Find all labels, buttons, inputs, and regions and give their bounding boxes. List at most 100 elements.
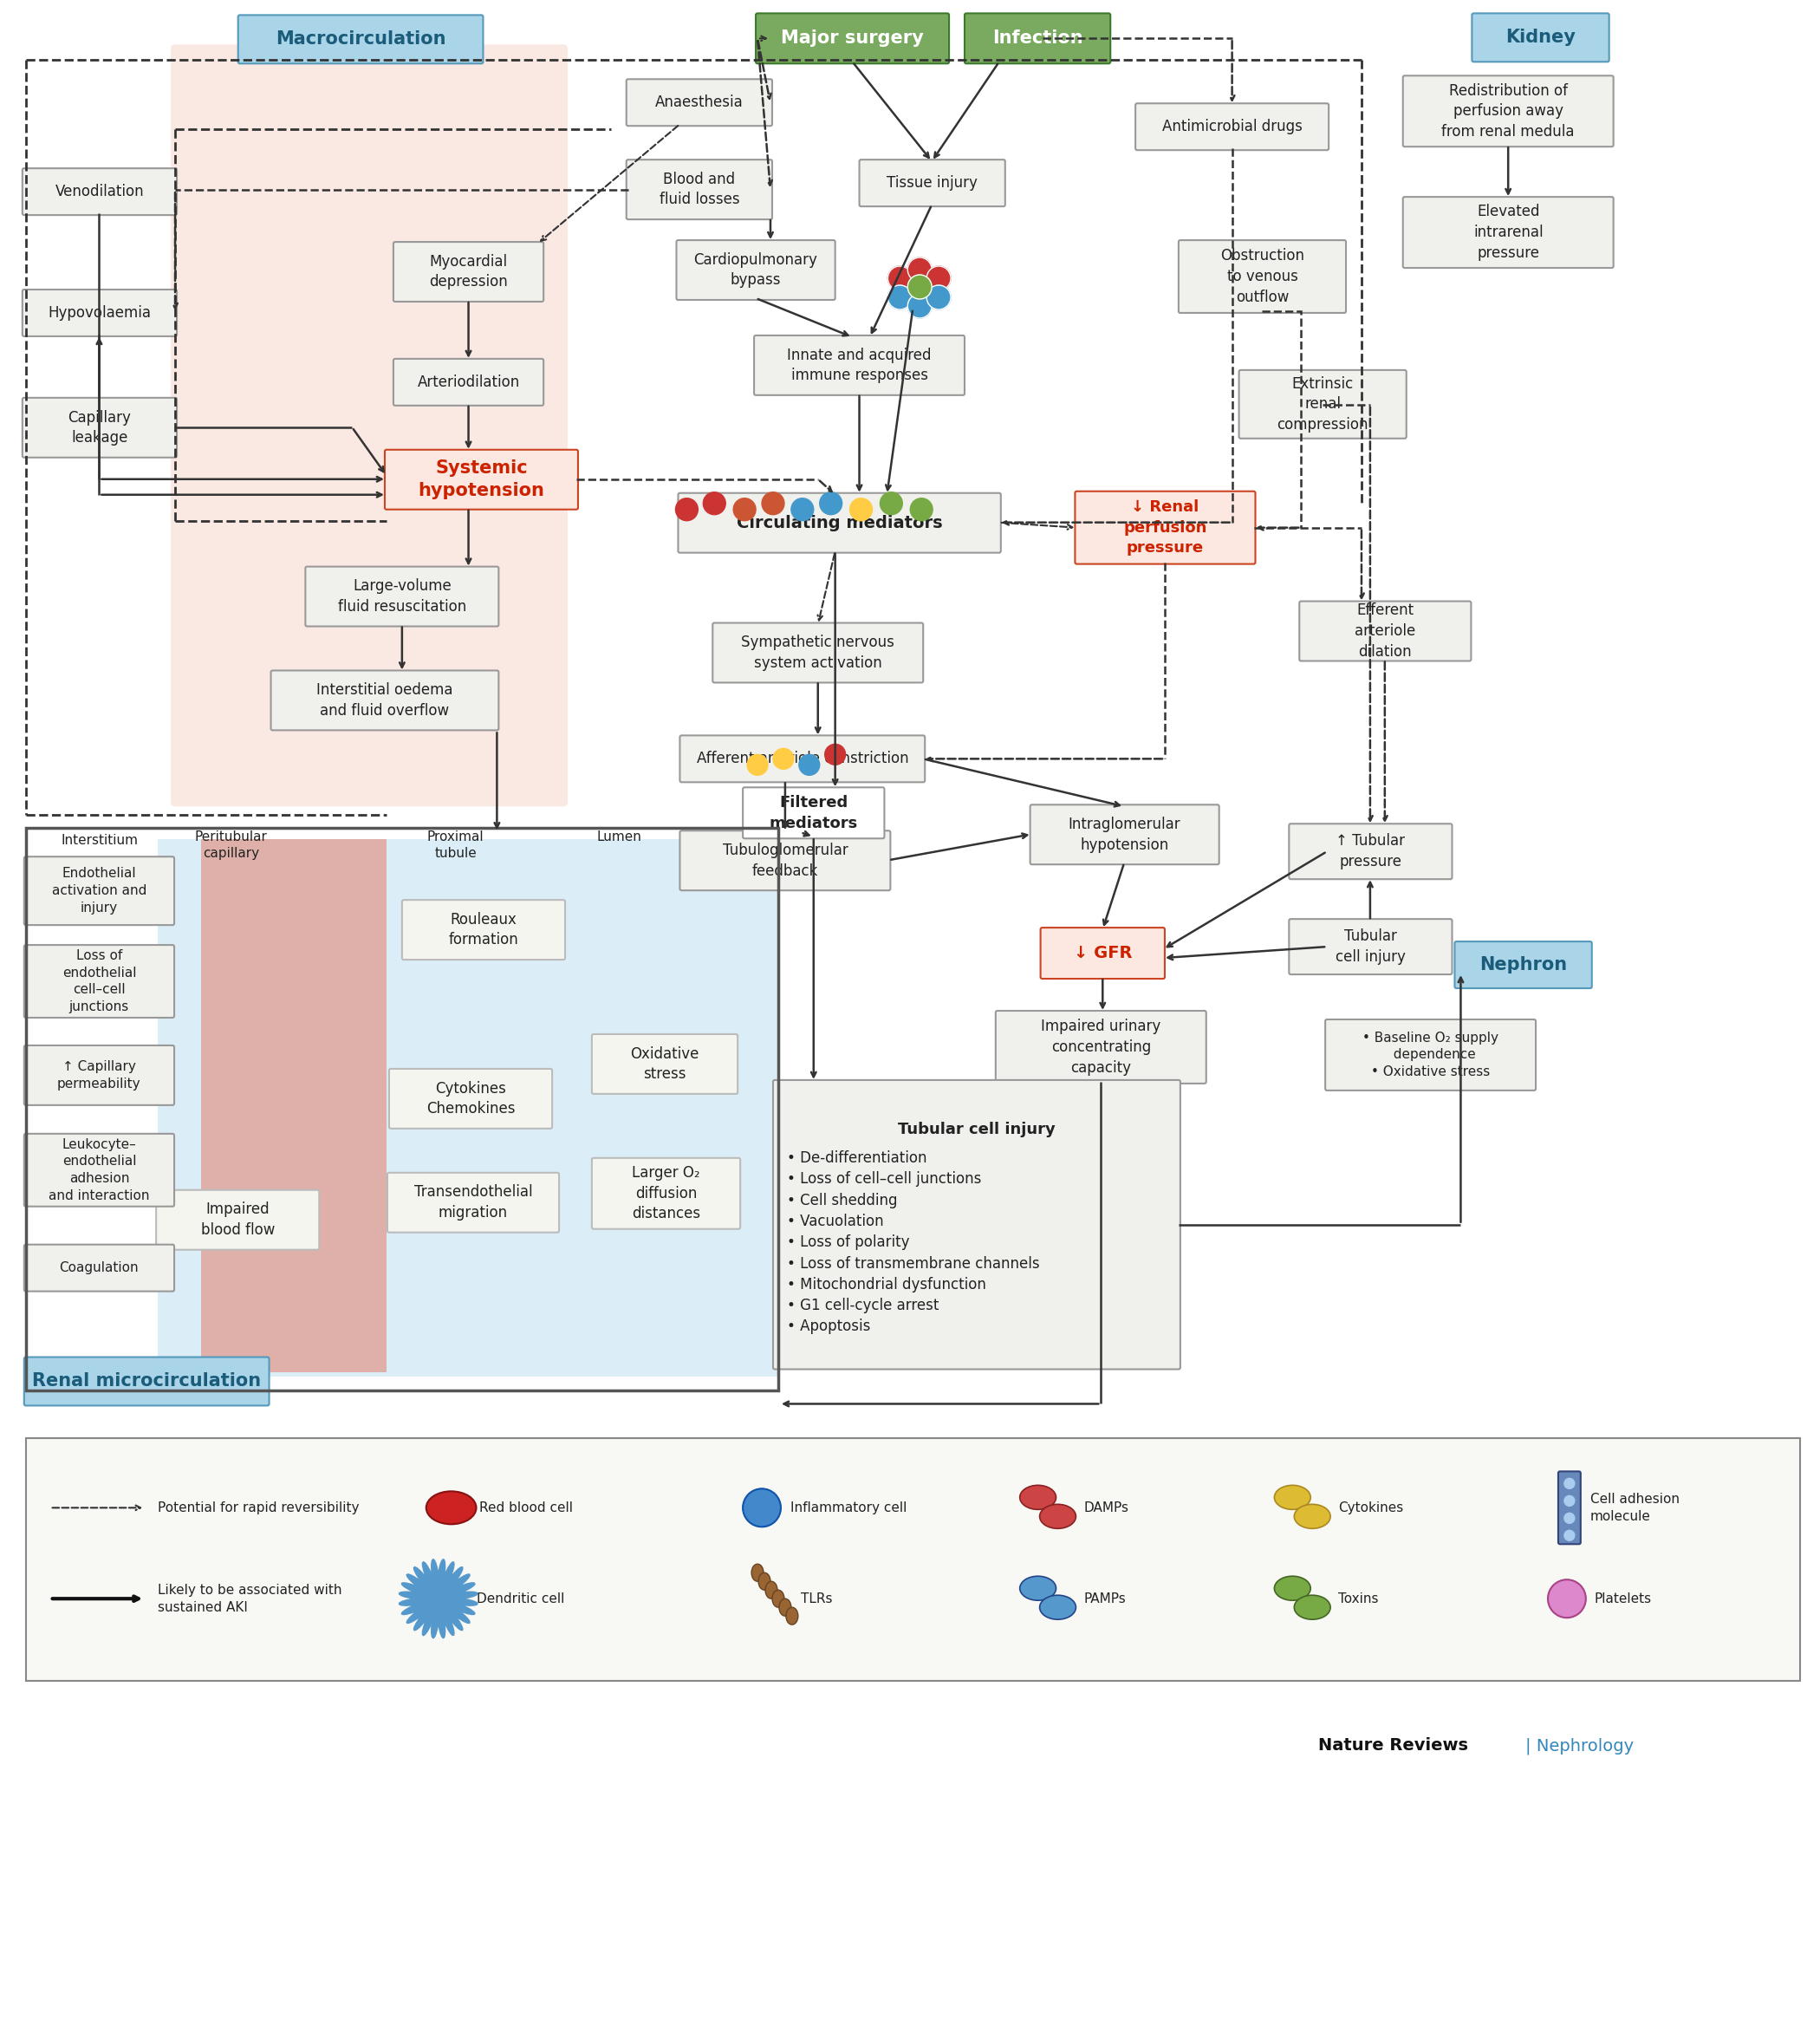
FancyBboxPatch shape [238,14,482,63]
Circle shape [926,286,950,310]
FancyBboxPatch shape [389,1069,551,1128]
Circle shape [743,1488,781,1527]
Circle shape [908,294,932,318]
Circle shape [799,755,819,776]
FancyBboxPatch shape [1289,919,1452,974]
Text: Kidney: Kidney [1505,28,1576,47]
Circle shape [703,492,726,514]
FancyBboxPatch shape [1289,824,1452,879]
Ellipse shape [772,1590,784,1608]
FancyBboxPatch shape [677,241,835,300]
FancyBboxPatch shape [1076,492,1256,565]
FancyBboxPatch shape [965,14,1110,63]
Ellipse shape [1019,1484,1056,1509]
FancyBboxPatch shape [306,567,499,626]
FancyBboxPatch shape [24,1045,175,1106]
FancyBboxPatch shape [1136,103,1329,150]
Text: Circulating mediators: Circulating mediators [737,514,943,531]
FancyBboxPatch shape [592,1035,737,1094]
FancyBboxPatch shape [1558,1472,1580,1545]
FancyBboxPatch shape [1030,804,1219,865]
Circle shape [824,743,846,765]
FancyBboxPatch shape [681,735,925,782]
Text: Interstitium: Interstitium [62,834,138,846]
Circle shape [763,492,784,514]
Text: ↑ Capillary
permeability: ↑ Capillary permeability [56,1061,140,1089]
FancyBboxPatch shape [1239,371,1407,439]
Text: Nephron: Nephron [1480,956,1567,974]
Ellipse shape [1294,1596,1330,1620]
Text: Transendothelial
migration: Transendothelial migration [413,1185,533,1221]
FancyBboxPatch shape [393,241,544,302]
FancyBboxPatch shape [271,670,499,731]
Text: Systemic
hypotension: Systemic hypotension [419,460,544,500]
Text: Dendritic cell: Dendritic cell [477,1592,564,1606]
FancyBboxPatch shape [1403,196,1614,267]
Ellipse shape [1039,1596,1076,1620]
FancyBboxPatch shape [24,1245,175,1292]
Text: Potential for rapid reversibility: Potential for rapid reversibility [158,1501,359,1515]
Circle shape [926,265,950,290]
Circle shape [675,498,699,520]
FancyBboxPatch shape [626,79,772,126]
Ellipse shape [1274,1484,1310,1509]
Circle shape [908,275,932,300]
Text: PAMPs: PAMPs [1083,1592,1127,1606]
Text: Tubuloglomerular
feedback: Tubuloglomerular feedback [723,842,848,879]
FancyBboxPatch shape [1454,942,1592,988]
Circle shape [908,257,932,281]
Text: Cell adhesion
molecule: Cell adhesion molecule [1591,1492,1680,1523]
Text: Blood and
fluid losses: Blood and fluid losses [659,172,739,207]
Text: Obstruction
to venous
outflow: Obstruction to venous outflow [1219,249,1305,306]
FancyBboxPatch shape [24,1134,175,1207]
FancyBboxPatch shape [1179,241,1347,314]
Text: Endothelial
activation and
injury: Endothelial activation and injury [51,867,147,915]
FancyBboxPatch shape [859,160,1005,207]
FancyBboxPatch shape [25,1438,1800,1681]
Ellipse shape [1039,1505,1076,1529]
FancyBboxPatch shape [24,946,175,1019]
Text: Larger O₂
diffusion
distances: Larger O₂ diffusion distances [632,1164,701,1221]
FancyBboxPatch shape [753,336,965,395]
FancyBboxPatch shape [384,450,579,510]
Text: Nature Reviews: Nature Reviews [1318,1737,1469,1754]
Text: Sympathetic nervous
system activation: Sympathetic nervous system activation [741,634,895,670]
Circle shape [819,492,843,514]
Text: Tissue injury: Tissue injury [886,176,977,190]
Text: Arteriodilation: Arteriodilation [417,375,521,391]
Text: Coagulation: Coagulation [60,1262,138,1274]
Circle shape [888,265,912,290]
FancyBboxPatch shape [22,290,177,336]
Text: DAMPs: DAMPs [1083,1501,1128,1515]
FancyBboxPatch shape [1472,14,1609,63]
Text: Large-volume
fluid resuscitation: Large-volume fluid resuscitation [339,579,466,614]
Text: Major surgery: Major surgery [781,30,925,47]
FancyBboxPatch shape [24,857,175,925]
Ellipse shape [764,1582,777,1598]
FancyBboxPatch shape [393,358,544,405]
Text: Leukocyte–
endothelial
adhesion
and interaction: Leukocyte– endothelial adhesion and inte… [49,1138,149,1203]
Circle shape [888,286,912,310]
Ellipse shape [779,1598,792,1616]
Ellipse shape [759,1573,770,1590]
FancyBboxPatch shape [158,838,779,1377]
Text: Antimicrobial drugs: Antimicrobial drugs [1161,119,1303,134]
FancyBboxPatch shape [22,168,177,215]
Circle shape [792,498,814,520]
Text: Inflammatory cell: Inflammatory cell [790,1501,906,1515]
FancyBboxPatch shape [755,14,948,63]
FancyBboxPatch shape [592,1158,741,1229]
Text: Toxins: Toxins [1338,1592,1378,1606]
Text: Oxidative
stress: Oxidative stress [630,1047,699,1081]
Ellipse shape [426,1490,477,1525]
Text: Lumen: Lumen [597,830,642,844]
Text: Cytokines: Cytokines [1338,1501,1403,1515]
FancyBboxPatch shape [713,624,923,682]
FancyBboxPatch shape [626,160,772,219]
Polygon shape [399,1559,477,1638]
Text: Tubular
cell injury: Tubular cell injury [1336,929,1405,964]
Circle shape [850,498,872,520]
FancyBboxPatch shape [171,45,568,806]
Text: • Baseline O₂ supply
  dependence
• Oxidative stress: • Baseline O₂ supply dependence • Oxidat… [1363,1031,1498,1079]
Text: Tubular cell injury: Tubular cell injury [897,1122,1056,1138]
